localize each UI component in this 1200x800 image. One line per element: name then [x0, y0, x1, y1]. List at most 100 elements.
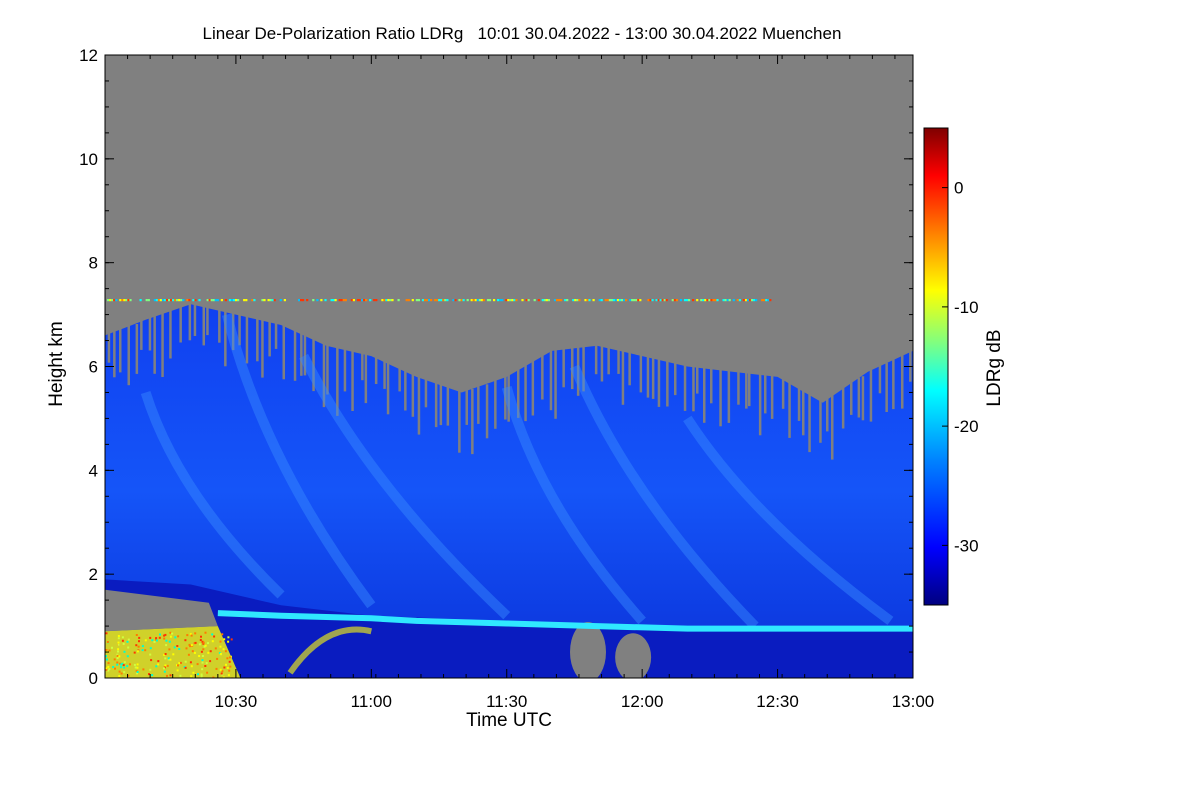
cloud-edge-gap [770, 364, 774, 419]
cirrus-pixel [119, 299, 122, 302]
cirrus-pixel [111, 299, 114, 302]
cirrus-pixel [547, 299, 550, 302]
cloud-edge-gap [245, 307, 249, 364]
aerosol-speckle [226, 667, 229, 669]
cirrus-pixel [478, 299, 481, 302]
cloud-edge-gap [826, 397, 829, 432]
cloud-edge-gap [202, 301, 205, 346]
cloud-edge-gap [140, 313, 143, 350]
x-tick-label: 11:30 [486, 692, 527, 711]
cirrus-pixel [320, 299, 323, 302]
cirrus-pixel [214, 299, 217, 302]
aerosol-speckle [225, 663, 227, 666]
aerosol-speckle [169, 631, 172, 634]
cirrus-pixel [679, 299, 683, 302]
cloud-edge-gap [651, 346, 655, 399]
aerosol-speckle [230, 638, 233, 641]
cloud-edge-gap [148, 313, 152, 351]
cirrus-pixel [438, 299, 441, 302]
aerosol-speckle [189, 661, 192, 664]
aerosol-speckle [222, 648, 225, 651]
cirrus-pixel [472, 299, 475, 302]
aerosol-speckle [201, 659, 204, 662]
chart-title: Linear De-Polarization Ratio LDRg 10:01 … [203, 24, 842, 43]
aerosol-speckle [199, 639, 202, 641]
cirrus-pixel [157, 299, 160, 302]
no-data-patch [615, 633, 652, 678]
cirrus-pixel [629, 299, 632, 302]
aerosol-speckle [179, 661, 182, 664]
cloud-edge-gap [224, 305, 227, 367]
cloud-edge-gap [861, 376, 865, 421]
cloud-edge-gap [524, 355, 527, 422]
cirrus-pixel [421, 299, 425, 302]
cirrus-pixel [161, 299, 165, 302]
cirrus-pixel [113, 299, 116, 302]
aerosol-speckle [157, 660, 160, 663]
cirrus-pixel [543, 299, 546, 302]
cirrus-pixel [216, 299, 219, 302]
cirrus-pixel [178, 299, 181, 302]
aerosol-speckle [172, 653, 175, 656]
cloud-edge-gap [797, 377, 801, 421]
cirrus-pixel [391, 299, 394, 302]
aerosol-speckle [223, 666, 226, 669]
cloud-edge-gap [153, 305, 156, 374]
cirrus-pixel [298, 299, 301, 302]
aerosol-speckle [207, 642, 209, 645]
cirrus-pixel [631, 299, 634, 302]
cirrus-pixel [220, 299, 223, 302]
aerosol-speckle [228, 669, 231, 672]
x-axis: 10:30 11:00 11:30 12:00 12:30 13:00 [104, 55, 934, 711]
y-axis: 0 2 4 6 8 10 12 [79, 46, 913, 688]
cloud-edge-gap [748, 370, 751, 407]
cirrus-pixel [665, 299, 668, 302]
cloud-edge-gap [745, 362, 748, 409]
cirrus-pixel [578, 299, 581, 302]
cirrus-pixel [696, 299, 699, 302]
cloud-edge-gap [179, 305, 182, 343]
cirrus-pixel [753, 299, 756, 302]
aerosol-speckle [117, 650, 119, 653]
aerosol-speckle [193, 651, 196, 654]
aerosol-speckle [150, 659, 153, 662]
cirrus-pixel [125, 299, 128, 302]
cirrus-pixel [340, 299, 343, 302]
cloud-edge-gap [312, 333, 315, 392]
aerosol-speckle [194, 632, 197, 635]
aerosol-speckle [157, 663, 160, 666]
aerosol-speckle [207, 651, 210, 654]
cirrus-pixel [738, 299, 741, 302]
cirrus-pixel [210, 299, 213, 302]
cloud-edge-gap [692, 365, 695, 412]
cirrus-pixel [608, 299, 611, 302]
aerosol-speckle [201, 661, 204, 664]
aerosol-speckle [200, 635, 202, 638]
aerosol-speckle [204, 665, 207, 667]
cloud-edge-gap [657, 357, 661, 407]
cloud-edge-gap [119, 318, 122, 373]
cirrus-pixel [765, 299, 768, 302]
cloud-edge-gap [417, 373, 421, 435]
cirrus-pixel [458, 299, 461, 302]
cirrus-pixel [663, 299, 666, 302]
cloud-edge-gap [885, 362, 888, 412]
aerosol-speckle [163, 653, 166, 656]
aerosol-speckle [149, 668, 152, 671]
aerosol-speckle [117, 635, 120, 637]
cloud-edge-gap [336, 346, 339, 416]
cloud-edge-gap [322, 338, 326, 408]
aerosol-speckle [178, 662, 181, 665]
cirrus-pixel [501, 299, 504, 302]
aerosol-speckle [219, 640, 222, 643]
cloud-edge-gap [802, 382, 805, 436]
cirrus-pixel [572, 299, 575, 302]
cirrus-pixel [174, 299, 177, 302]
aerosol-speckle [108, 668, 111, 671]
aerosol-speckle [198, 643, 201, 646]
cirrus-pixel [228, 299, 232, 302]
cirrus-pixel [139, 299, 142, 302]
cirrus-pixel [411, 299, 414, 302]
aerosol-region [105, 626, 241, 678]
cloud-edge-gap [808, 389, 811, 453]
